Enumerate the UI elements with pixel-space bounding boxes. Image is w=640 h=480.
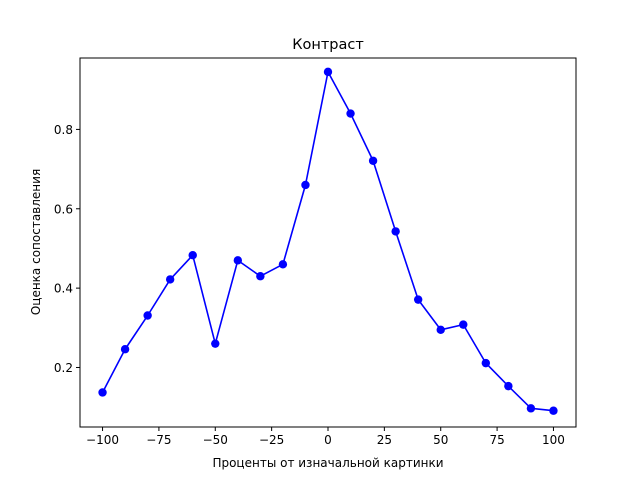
- data-point: [120, 345, 130, 354]
- x-tick-label: −50: [203, 433, 228, 447]
- data-point: [278, 260, 288, 269]
- data-point: [504, 381, 513, 391]
- data-point: [188, 250, 197, 260]
- x-tick-label: 50: [433, 433, 448, 447]
- data-point: [413, 295, 423, 304]
- x-tick-label: 0: [324, 433, 332, 447]
- data-point: [211, 339, 220, 348]
- data-point: [391, 227, 400, 236]
- x-tick-label: −75: [146, 433, 171, 447]
- data-point: [368, 156, 378, 165]
- data-point: [526, 404, 536, 413]
- y-tick-label: 0.8: [54, 123, 73, 137]
- x-tick-label: 75: [489, 433, 504, 447]
- data-point: [549, 406, 558, 415]
- data-point: [481, 358, 491, 368]
- data-point: [459, 320, 468, 329]
- x-axis: −100 −75 −50 −25 0 25 50 75 100: [86, 427, 565, 447]
- x-axis-label: Проценты от изначальной картинки: [212, 456, 443, 470]
- y-tick-label: 0.4: [54, 282, 73, 296]
- x-tick-label: 25: [377, 433, 392, 447]
- chart-title: Контраст: [292, 37, 364, 53]
- data-point: [301, 180, 310, 190]
- y-axis-label: Оценка сопоставления: [29, 169, 43, 315]
- data-point: [436, 325, 445, 334]
- data-point: [143, 311, 152, 320]
- data-point: [323, 67, 333, 77]
- y-tick-label: 0.2: [54, 361, 73, 375]
- data-point: [165, 275, 175, 284]
- plot-area: [98, 67, 558, 415]
- data-point: [98, 388, 107, 397]
- x-tick-label: −25: [259, 433, 284, 447]
- y-tick-label: 0.6: [54, 202, 73, 216]
- y-axis: 0.2 0.4 0.6 0.8: [54, 123, 80, 375]
- data-point: [233, 256, 243, 265]
- data-point: [346, 109, 355, 118]
- x-tick-label: 100: [542, 433, 565, 447]
- x-tick-label: −100: [86, 433, 119, 447]
- data-point: [256, 272, 265, 281]
